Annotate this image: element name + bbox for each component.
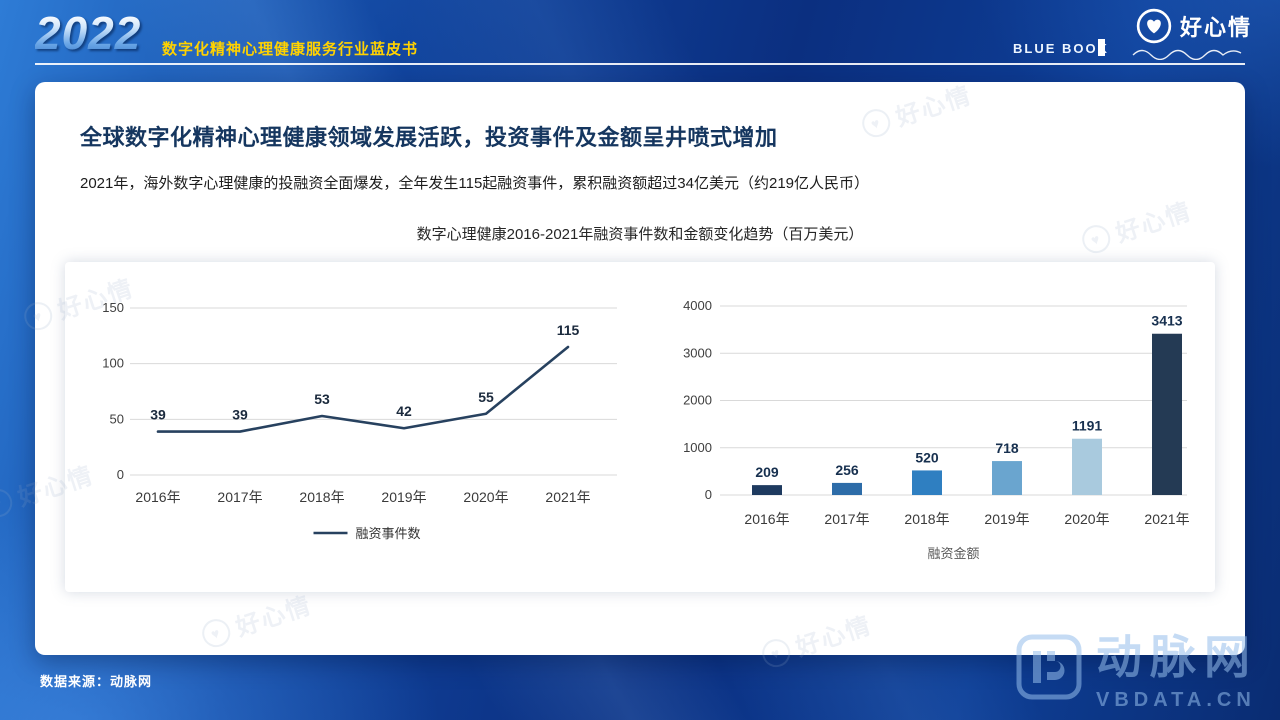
y-tick-label: 3000 — [683, 345, 712, 360]
heart-circle-icon — [0, 484, 16, 521]
x-tick-label: 2016年 — [135, 489, 180, 505]
value-label: 3413 — [1151, 313, 1182, 329]
y-tick-label: 100 — [102, 356, 124, 371]
header: 2022 数字化精神心理健康服务行业蓝皮书 BLUE BOOK 好心情 — [0, 0, 1280, 72]
bar — [912, 470, 942, 495]
value-label: 53 — [314, 391, 330, 407]
heart-circle-icon — [1136, 8, 1172, 44]
brand-logo: 好心情 — [1130, 8, 1252, 60]
x-tick-label: 2020年 — [463, 489, 508, 505]
x-tick-label: 2018年 — [904, 511, 949, 527]
funding-amount-bar-chart: 0 1000 2000 3000 4000 209 256 520 718 1191 3413 201… — [670, 278, 1200, 592]
line-chart-svg: 0 50 100 150 39 39 53 42 55 115 2016年 2017年 2018年 201… — [102, 300, 617, 541]
y-tick-label: 0 — [117, 467, 124, 482]
value-label: 209 — [755, 464, 779, 480]
x-tick-label: 2017年 — [217, 489, 262, 505]
content-card: 全球数字化精神心理健康领域发展活跃，投资事件及金额呈井喷式增加 2021年，海外… — [35, 82, 1245, 655]
value-label: 39 — [232, 407, 248, 423]
value-label: 1191 — [1072, 418, 1103, 434]
year-logo: 2022 — [35, 7, 142, 59]
bar — [752, 485, 782, 495]
value-label: 42 — [396, 403, 412, 419]
brand-name: 好心情 — [1179, 15, 1252, 40]
value-label: 520 — [915, 449, 939, 465]
y-tick-label: 0 — [705, 487, 712, 502]
y-tick-label: 150 — [102, 300, 124, 315]
page-subtitle: 2021年，海外数字心理健康的投融资全面爆发，全年发生115起融资事件，累积融资… — [80, 175, 869, 192]
data-source: 数据来源：动脉网 — [40, 674, 153, 689]
y-tick-label: 50 — [110, 411, 124, 426]
x-tick-label: 2018年 — [299, 489, 344, 505]
value-label: 256 — [835, 462, 859, 478]
x-tick-label: 2016年 — [744, 511, 789, 527]
value-label: 718 — [995, 440, 1019, 456]
bar — [1152, 333, 1182, 495]
chart-title: 数字心理健康2016-2021年融资事件数和金额变化趋势（百万美元） — [416, 226, 864, 243]
value-label: 39 — [150, 407, 166, 423]
x-tick-label: 2021年 — [1144, 511, 1189, 527]
bar-chart-svg: 0 1000 2000 3000 4000 209 256 520 718 1191 3413 201… — [683, 298, 1190, 561]
vbdata-en: VBDATA.CN — [1096, 689, 1256, 711]
bar — [992, 461, 1022, 495]
bar — [832, 482, 862, 495]
x-tick-label: 2019年 — [984, 511, 1029, 527]
header-subtitle: 数字化精神心理健康服务行业蓝皮书 — [162, 41, 419, 58]
value-label: 55 — [478, 389, 494, 405]
header-divider — [35, 63, 1245, 65]
legend-label: 融资金额 — [927, 546, 979, 561]
brand-script-icon — [1132, 49, 1242, 60]
chart-panel: 0 50 100 150 39 39 53 42 55 115 2016年 2017年 2018年 201… — [65, 262, 1215, 592]
blue-book-label: BLUE BOOK — [1013, 41, 1109, 56]
y-tick-label: 4000 — [683, 298, 712, 313]
legend-label: 融资事件数 — [356, 526, 421, 541]
page-title: 全球数字化精神心理健康领域发展活跃，投资事件及金额呈井喷式增加 — [80, 125, 778, 150]
y-tick-label: 2000 — [683, 393, 712, 408]
funding-events-line-chart: 0 50 100 150 39 39 53 42 55 115 2016年 2017年 2018年 201… — [90, 278, 630, 592]
x-tick-label: 2019年 — [381, 489, 426, 505]
x-tick-label: 2021年 — [545, 489, 590, 505]
x-tick-label: 2017年 — [824, 511, 869, 527]
x-tick-label: 2020年 — [1064, 511, 1109, 527]
y-tick-label: 1000 — [683, 440, 712, 455]
value-label: 115 — [557, 322, 580, 338]
bar — [1072, 438, 1102, 495]
header-accent-bar — [1098, 39, 1105, 56]
